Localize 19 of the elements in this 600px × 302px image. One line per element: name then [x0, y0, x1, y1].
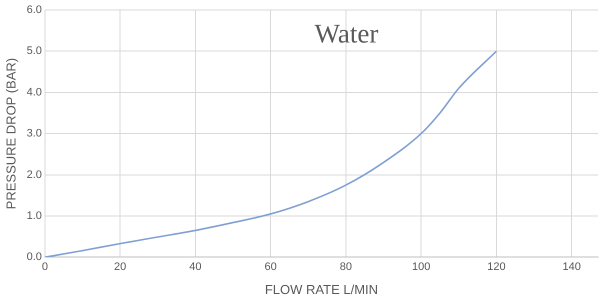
y-tick-label: 6.0 [26, 4, 42, 16]
y-tick-label: 1.0 [26, 210, 42, 222]
x-tick-label: 40 [189, 260, 202, 273]
y-tick-label: 4.0 [26, 86, 42, 98]
y-tick-label: 0.0 [26, 251, 42, 264]
x-tick-label: 100 [412, 260, 430, 273]
y-tick-label: 3.0 [26, 128, 42, 140]
line-series [44, 50, 498, 258]
x-tick-label: 140 [562, 260, 581, 273]
x-axis-title: FLOW RATE L/MIN [264, 282, 378, 297]
x-tick-label: 0 [42, 260, 48, 273]
x-tick-label: 60 [264, 260, 277, 273]
y-axis-title: PRESSURE DROP (BAR) [3, 58, 18, 210]
y-tick-label: 5.0 [26, 45, 42, 58]
chart-title: Water [314, 18, 378, 49]
x-tick-label: 20 [114, 260, 126, 273]
x-tick-label: 120 [487, 260, 506, 273]
y-tick-label: 2.0 [26, 168, 42, 181]
x-tick-label: 80 [340, 260, 352, 273]
